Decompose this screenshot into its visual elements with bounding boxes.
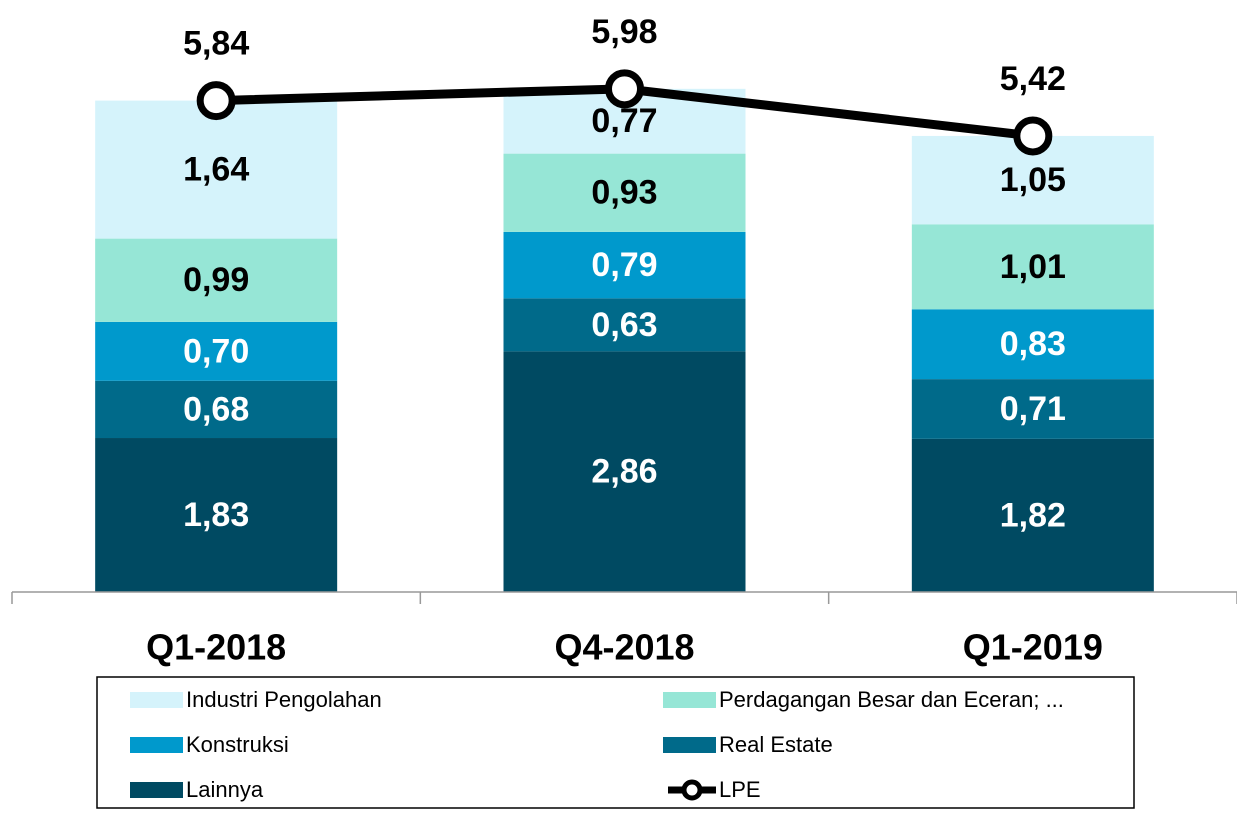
legend-label: Perdagangan Besar dan Eceran; ... (719, 687, 1064, 712)
legend-swatch (663, 692, 716, 708)
data-label: 1,83 (183, 496, 249, 534)
line-marker (605, 69, 644, 109)
legend-swatch (130, 692, 183, 708)
data-label: 1,82 (1000, 496, 1066, 534)
data-label: 0,83 (1000, 325, 1066, 363)
x-tick-label: Q1-2019 (963, 627, 1103, 668)
data-label: 2,86 (591, 453, 657, 491)
bar-segment (503, 231, 746, 299)
legend-box (96, 676, 1135, 809)
legend-swatch (130, 782, 183, 798)
bar-segment (911, 309, 1154, 380)
data-label: 0,79 (591, 246, 657, 284)
data-label: 0,99 (183, 261, 249, 299)
data-label: 0,71 (1000, 390, 1066, 428)
legend-swatch (663, 737, 716, 753)
data-label: 0,93 (591, 174, 657, 212)
legend-label: LPE (719, 777, 761, 802)
data-label: 0,77 (591, 102, 657, 140)
bar-segment (911, 224, 1154, 310)
bar-segment (911, 438, 1154, 592)
bar-segment (95, 100, 338, 239)
line-marker (1013, 116, 1053, 156)
bar-segment (911, 379, 1154, 439)
data-label: 0,70 (183, 332, 249, 370)
bar-segment (503, 298, 746, 352)
legend-label: Konstruksi (186, 732, 289, 757)
data-label: 1,64 (183, 151, 249, 189)
data-label: 1,01 (1000, 248, 1066, 286)
bar-segment (503, 351, 746, 592)
data-label: 5,84 (183, 25, 249, 63)
bar-segment (503, 153, 746, 232)
legend-label: Real Estate (719, 732, 833, 757)
data-label: 5,98 (591, 13, 657, 51)
legend-marker (681, 779, 703, 801)
bar-segment (95, 438, 338, 592)
legend-label: Industri Pengolahan (186, 687, 382, 712)
bar-segment (95, 380, 338, 439)
data-label: 0,63 (591, 306, 657, 344)
x-tick-label: Q4-2018 (554, 627, 694, 668)
line-marker (196, 81, 236, 121)
x-tick-label: Q1-2018 (146, 627, 286, 668)
legend-swatch (130, 737, 183, 753)
bar-segment (95, 321, 338, 381)
data-label: 0,68 (183, 390, 249, 428)
data-label: 5,42 (1000, 60, 1066, 98)
legend-label: Lainnya (186, 777, 264, 802)
data-label: 1,05 (1000, 161, 1066, 199)
bar-segment (95, 238, 338, 322)
